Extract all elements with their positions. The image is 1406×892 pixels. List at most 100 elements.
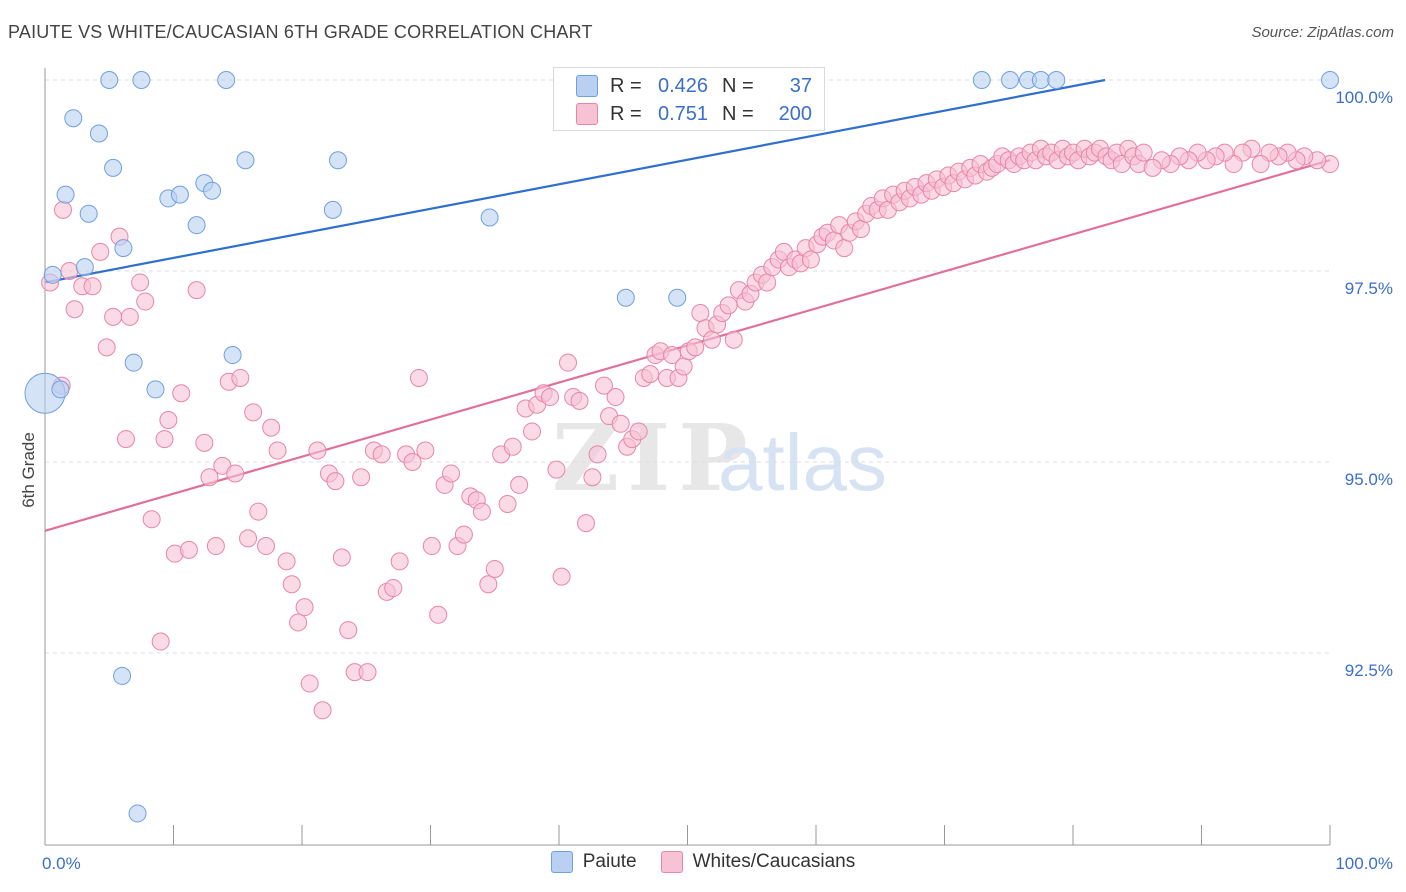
y-axis-label: 6th Grade bbox=[19, 432, 38, 508]
point-paiute bbox=[328, 151, 347, 170]
point-whites bbox=[226, 464, 245, 483]
point-whites bbox=[541, 388, 560, 407]
point-paiute bbox=[79, 204, 98, 223]
point-whites bbox=[120, 307, 139, 326]
swatch-whites bbox=[660, 851, 683, 873]
point-whites bbox=[663, 346, 682, 365]
point-whites bbox=[606, 388, 625, 407]
point-paiute bbox=[1001, 71, 1020, 89]
point-paiute bbox=[128, 804, 147, 823]
point-whites bbox=[523, 422, 542, 441]
point-whites bbox=[65, 300, 84, 319]
point-whites bbox=[583, 468, 602, 487]
point-whites bbox=[200, 468, 219, 487]
point-whites bbox=[674, 357, 693, 376]
point-whites bbox=[295, 598, 314, 617]
legend-n-value: 37 bbox=[789, 74, 812, 97]
point-paiute bbox=[1031, 71, 1050, 89]
point-whites bbox=[629, 422, 648, 441]
point-whites bbox=[277, 552, 296, 571]
point-whites bbox=[262, 418, 281, 437]
point-whites bbox=[339, 621, 358, 640]
x-tick-label: 0.0% bbox=[42, 854, 81, 873]
point-paiute bbox=[972, 71, 991, 89]
point-whites bbox=[503, 437, 522, 456]
point-whites bbox=[352, 468, 371, 487]
legend-item-paiute[interactable]: Paiute bbox=[550, 851, 637, 873]
legend-row-paiute: R = 0.426 N = 37 bbox=[576, 72, 812, 100]
point-whites bbox=[249, 502, 268, 521]
point-paiute bbox=[51, 380, 70, 399]
swatch-paiute bbox=[550, 851, 573, 873]
point-whites bbox=[403, 453, 422, 471]
point-whites bbox=[372, 445, 391, 464]
point-whites bbox=[136, 292, 155, 311]
point-whites bbox=[131, 273, 150, 292]
point-whites bbox=[588, 445, 607, 464]
point-whites bbox=[454, 525, 473, 544]
point-whites bbox=[570, 391, 589, 410]
y-tick-label: 95.0% bbox=[1345, 470, 1393, 489]
point-whites bbox=[390, 552, 409, 571]
point-whites bbox=[702, 330, 721, 349]
point-whites bbox=[719, 296, 738, 315]
point-whites bbox=[835, 239, 854, 258]
watermark-zip: ZIP bbox=[552, 404, 755, 512]
point-whites bbox=[641, 365, 660, 384]
point-whites bbox=[724, 330, 743, 349]
point-whites bbox=[416, 441, 435, 460]
point-paiute bbox=[187, 216, 206, 235]
legend-swatch-whites bbox=[576, 103, 598, 125]
point-whites bbox=[308, 441, 327, 460]
point-whites bbox=[1134, 143, 1153, 162]
point-whites bbox=[552, 567, 571, 586]
point-whites bbox=[268, 441, 287, 460]
point-whites bbox=[547, 460, 566, 479]
legend-swatch-paiute bbox=[576, 75, 598, 97]
legend-box: R = 0.426 N = 37 R = 0.751 N = 200 bbox=[553, 67, 825, 131]
point-whites bbox=[53, 200, 72, 219]
legend-item-whites[interactable]: Whites/Caucasians bbox=[660, 851, 855, 873]
point-whites bbox=[472, 502, 491, 521]
point-whites bbox=[498, 495, 517, 514]
point-paiute bbox=[100, 71, 119, 89]
point-whites bbox=[326, 472, 345, 491]
legend-r-value: 0.426 bbox=[657, 74, 709, 97]
legend-n-label: N = bbox=[722, 74, 754, 97]
point-whites bbox=[206, 537, 225, 556]
point-paiute bbox=[75, 258, 94, 277]
point-whites bbox=[422, 537, 441, 556]
point-whites bbox=[151, 632, 170, 651]
point-whites bbox=[172, 384, 191, 403]
point-whites bbox=[195, 433, 214, 452]
point-paiute bbox=[89, 124, 108, 143]
trend-line-paiute bbox=[44, 78, 1106, 284]
point-paiute bbox=[124, 353, 143, 372]
point-paiute bbox=[56, 185, 75, 204]
chart-title: PAIUTE VS WHITE/CAUCASIAN 6TH GRADE CORR… bbox=[8, 22, 593, 42]
point-paiute bbox=[1321, 71, 1339, 89]
point-paiute bbox=[323, 200, 342, 219]
point-whites bbox=[510, 475, 529, 494]
point-paiute bbox=[203, 181, 222, 200]
point-paiute bbox=[616, 288, 635, 307]
legend-n-value: 200 bbox=[778, 102, 812, 125]
point-whites bbox=[758, 273, 777, 292]
point-paiute bbox=[114, 239, 133, 258]
point-whites bbox=[116, 430, 135, 449]
point-whites bbox=[611, 414, 630, 433]
point-paiute bbox=[236, 151, 255, 170]
x-tick-label: 100.0% bbox=[1335, 854, 1393, 873]
source-label: Source: ZipAtlas.com bbox=[1251, 24, 1394, 41]
point-whites bbox=[801, 250, 820, 269]
bottom-legend: Paiute Whites/Caucasians bbox=[0, 851, 1406, 873]
point-whites bbox=[313, 701, 332, 720]
point-paiute bbox=[223, 346, 242, 365]
point-whites bbox=[479, 575, 498, 594]
point-whites bbox=[384, 579, 403, 598]
point-paiute bbox=[43, 265, 62, 284]
legend-r-label: R = bbox=[610, 74, 642, 97]
point-whites bbox=[83, 277, 102, 296]
point-whites bbox=[1251, 155, 1270, 174]
y-tick-label: 100.0% bbox=[1335, 88, 1393, 107]
